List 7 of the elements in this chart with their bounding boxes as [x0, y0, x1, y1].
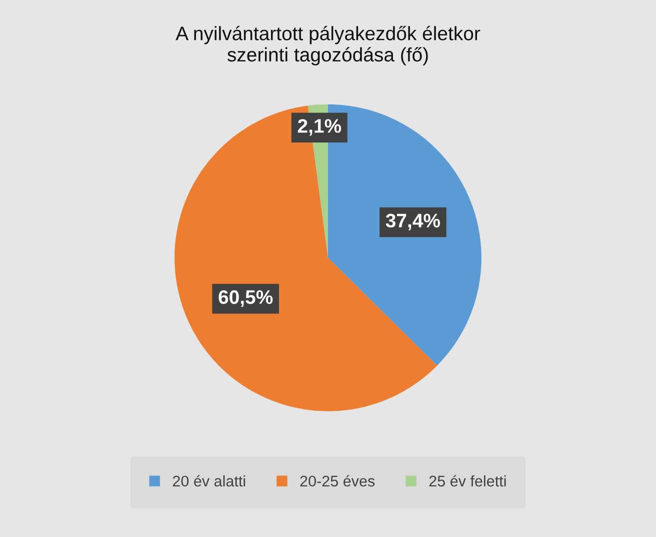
legend-label: 25 év feletti [429, 475, 506, 487]
chart-title: A nyilvántartott pályakezdők életkor szerinti tagozódása (fő) [176, 26, 480, 66]
legend-label: 20-25 éves [300, 475, 375, 487]
data-label: 2,1% [298, 119, 342, 136]
legend-label: 20 év alatti [172, 475, 246, 487]
data-label: 37,4% [386, 214, 440, 230]
data-label: 60,5% [218, 290, 273, 307]
